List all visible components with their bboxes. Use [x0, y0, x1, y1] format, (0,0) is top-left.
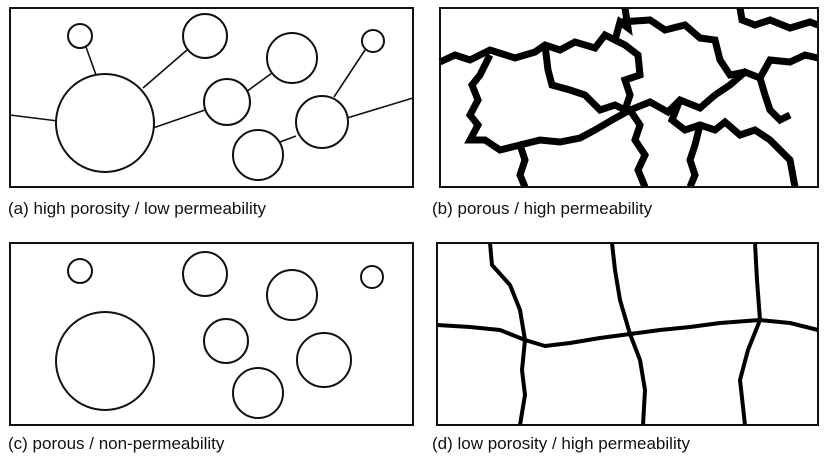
caption: (b) porous / high permeability	[432, 199, 653, 218]
panel-a: (a) high porosity / low permeability	[8, 8, 413, 218]
panel-d: (d) low porosity / high permeability	[432, 243, 818, 453]
panel-c: (c) porous / non-permeability	[8, 243, 413, 453]
pores	[56, 252, 383, 418]
caption: (d) low porosity / high permeability	[432, 434, 690, 453]
fractures	[437, 243, 818, 425]
grain-boundaries	[440, 8, 818, 187]
caption: (a) high porosity / low permeability	[8, 199, 266, 218]
panel-b: (b) porous / high permeability	[432, 8, 818, 218]
figure: (a) high porosity / low permeability (b)…	[0, 0, 829, 458]
caption: (c) porous / non-permeability	[8, 434, 225, 453]
